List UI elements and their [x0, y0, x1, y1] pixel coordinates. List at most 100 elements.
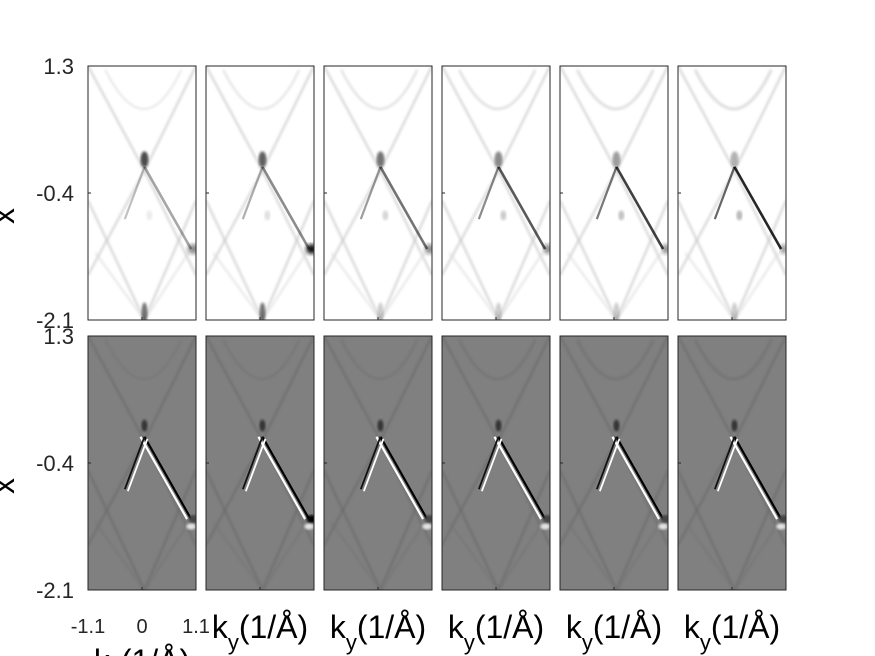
cone-left-branch: [123, 436, 146, 490]
cone-right-branch: [497, 436, 547, 520]
panel-r2-c6: [677, 335, 787, 591]
cone-right-branch: [261, 166, 311, 250]
cone-right-branch: [143, 166, 193, 250]
apex-spot: [495, 419, 502, 432]
x-label-subscript: y: [346, 630, 357, 655]
upper-v-band: [458, 339, 537, 381]
lower-diamond-band: [566, 252, 662, 320]
faint-band: [733, 200, 786, 320]
apex-spot: [613, 419, 620, 432]
edge-spot: [780, 244, 786, 255]
x-label-main: k: [212, 609, 229, 645]
y-tick-label: -0.4: [36, 181, 74, 206]
faint-band: [733, 470, 786, 590]
faint-band: [324, 200, 382, 320]
x-label-main: k: [684, 609, 701, 645]
band-layer: [88, 336, 196, 590]
x-label-main: k: [330, 609, 347, 645]
faint-band: [88, 470, 146, 590]
lower-spot: [259, 302, 266, 320]
x-axis-label: ky(1/Å): [212, 609, 308, 655]
edge-spot: [542, 515, 550, 524]
apex-spot: [259, 419, 266, 432]
x-label-main: k: [448, 609, 465, 645]
x-tick-label: 1.1: [182, 616, 210, 638]
replica-spot: [382, 210, 389, 221]
band-layer: [560, 66, 668, 320]
y-axis-label: x: [0, 208, 21, 224]
panel-r2-c2: [205, 335, 315, 591]
faint-band: [442, 470, 500, 590]
lower-diamond-band: [448, 522, 544, 590]
x-label-subscript: y: [700, 630, 711, 655]
faint-band: [560, 200, 618, 320]
x-axis-label: ky(1/Å): [684, 609, 780, 655]
faint-band: [379, 470, 432, 590]
band-layer: [206, 66, 314, 320]
lower-spot: [495, 302, 502, 320]
panel-background: [88, 336, 196, 590]
panel-r2-c5: [559, 335, 669, 591]
panel-r1-c1: [87, 65, 197, 321]
faint-band: [497, 200, 550, 320]
cone-right-highlight: [729, 436, 779, 520]
panel-r1-c3: [323, 65, 433, 321]
lower-diamond-band: [212, 252, 308, 320]
apex-spot: [612, 151, 621, 168]
panel-r1-c4: [441, 65, 551, 321]
apex-spot: [377, 419, 384, 432]
faint-band: [88, 200, 146, 320]
y-tick-label: 1.3: [43, 54, 74, 79]
x-label-units: (1/Å): [475, 609, 544, 645]
panel-r1-c5: [559, 65, 669, 321]
cone-left-highlight: [716, 438, 739, 492]
faint-band: [615, 200, 668, 320]
x-label-main: k: [566, 609, 583, 645]
faint-band: [206, 200, 264, 320]
lower-diamond-band: [448, 252, 544, 320]
y-axis-label: x: [0, 478, 21, 494]
apex-spot: [731, 419, 738, 432]
faint-band: [143, 200, 196, 320]
x-label-units: (1/Å): [121, 643, 190, 656]
cone-left-branch: [477, 436, 500, 490]
edge-spot: [424, 244, 432, 255]
cone-right-branch: [497, 166, 547, 250]
cone-right-highlight: [257, 436, 307, 520]
x-tick-label: -1.1: [71, 616, 105, 638]
edge-spot: [424, 515, 432, 524]
cone-left-highlight: [362, 438, 385, 492]
panel-background: [206, 66, 314, 320]
band-layer: [678, 66, 786, 320]
panel-background: [560, 66, 668, 320]
lower-spot: [377, 302, 384, 320]
panels-group: [87, 65, 787, 591]
cone-right-branch: [143, 436, 193, 520]
cone-right-branch: [733, 436, 783, 520]
panel-background: [324, 336, 432, 590]
edge-spot: [188, 515, 196, 524]
edge-highlight: [776, 523, 786, 530]
edge-spot: [306, 515, 314, 524]
cone-right-branch: [615, 436, 665, 520]
upper-v-band: [693, 69, 773, 111]
edge-spot: [660, 515, 668, 524]
cone-right-branch: [261, 436, 311, 520]
band-layer: [88, 66, 196, 320]
upper-v-band: [340, 339, 419, 380]
faint-band: [261, 470, 314, 590]
x-label-subscript: y: [464, 630, 475, 655]
x-label-subscript: y: [228, 630, 239, 655]
faint-band: [560, 470, 618, 590]
apex-spot: [258, 151, 267, 168]
axes-group: 1.3-0.4-2.1x1.3-0.4-2.1x-1.101.1ky(1/Å)k…: [0, 54, 780, 656]
panel-background: [442, 336, 550, 590]
band-layer: [678, 336, 786, 590]
upper-v-band: [104, 339, 182, 380]
upper-v-band: [222, 69, 301, 110]
cone-left-branch: [595, 166, 618, 220]
replica-spot: [264, 210, 271, 221]
apex-spot: [376, 151, 385, 168]
lower-diamond-band: [94, 522, 190, 590]
